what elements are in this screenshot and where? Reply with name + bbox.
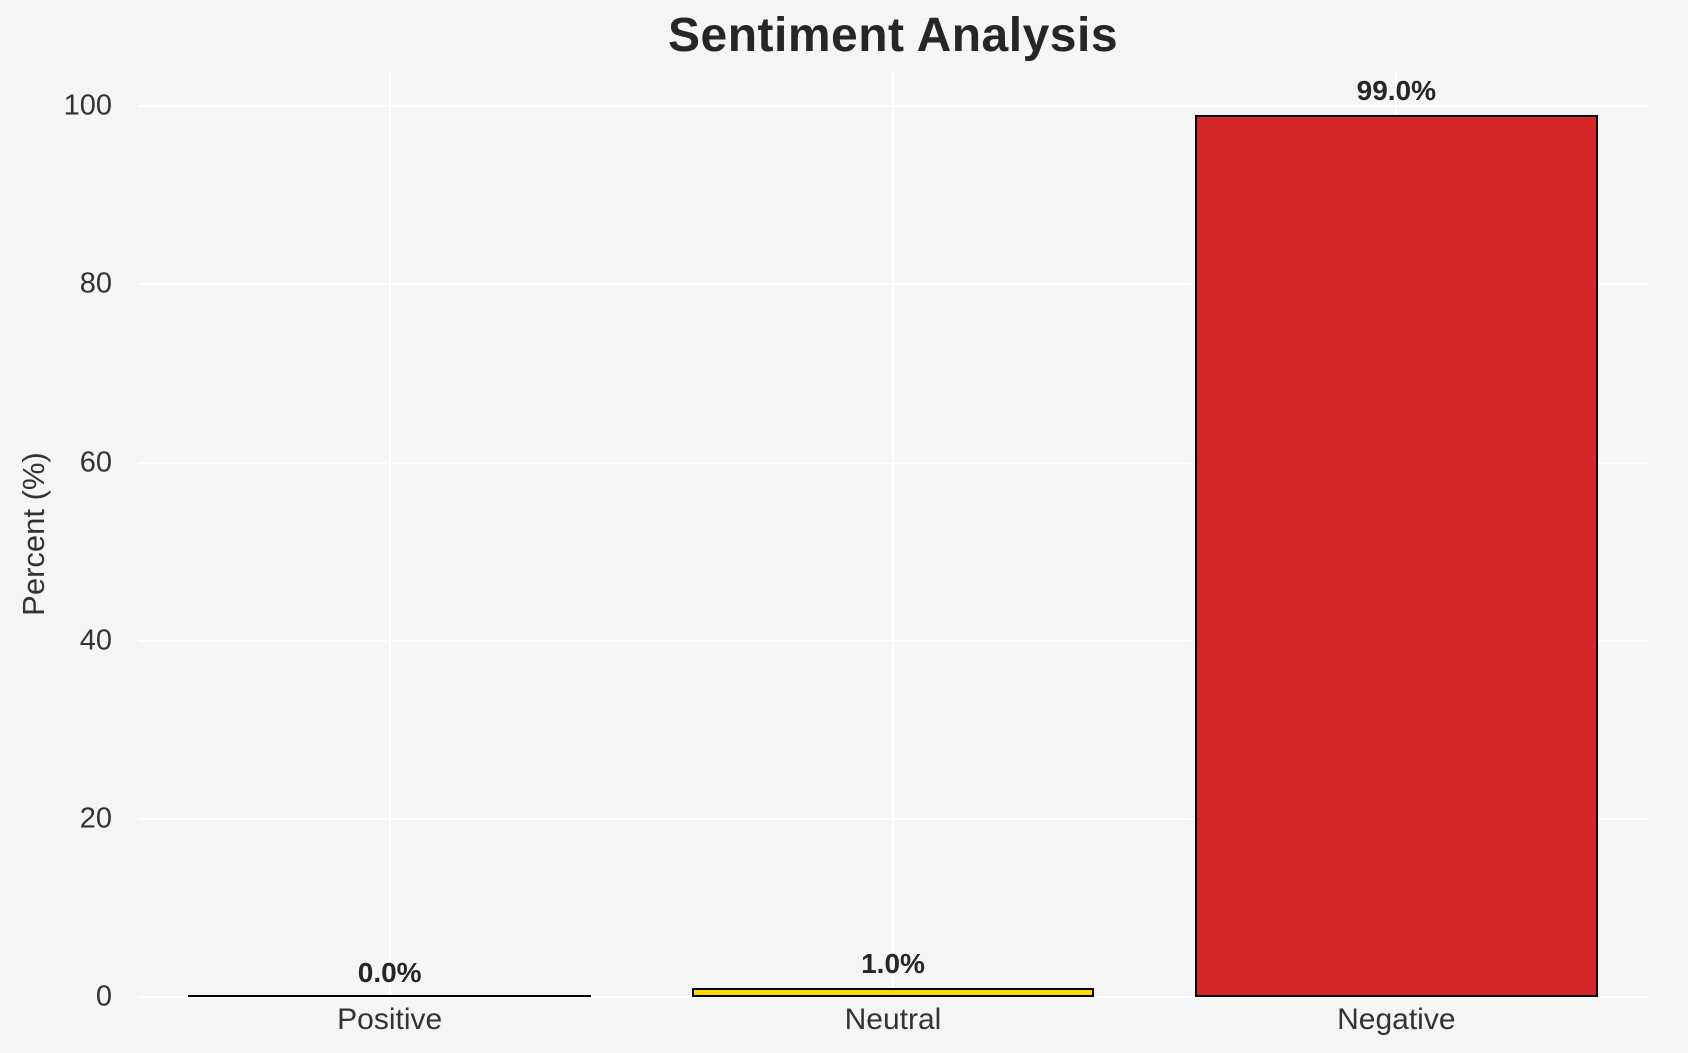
bar-value-label: 99.0% [1356, 75, 1437, 107]
y-tick-label: 0 [95, 980, 112, 1013]
chart-title: Sentiment Analysis [667, 9, 1119, 62]
x-tick-label-neutral: Neutral [844, 1003, 942, 1036]
y-tick-label: 100 [63, 89, 112, 122]
gridline-vertical [892, 71, 894, 997]
bar-value-label: 0.0% [357, 957, 422, 988]
y-tick-label: 20 [79, 802, 112, 835]
x-tick-label-negative: Negative [1337, 1003, 1456, 1036]
x-tick-label-positive: Positive [337, 1003, 443, 1036]
plot-area: 0.0% 1.0% 99.0% [138, 71, 1648, 998]
bar-neutral [691, 988, 1095, 997]
gridline-vertical [388, 71, 391, 997]
y-tick-label: 80 [79, 267, 112, 300]
bar-value-label: 1.0% [861, 948, 925, 980]
y-tick-label: 40 [79, 624, 112, 657]
gridline-horizontal [138, 996, 1648, 998]
bar-negative [1195, 115, 1598, 997]
bar-positive [188, 995, 591, 997]
y-tick-label: 60 [79, 446, 112, 478]
